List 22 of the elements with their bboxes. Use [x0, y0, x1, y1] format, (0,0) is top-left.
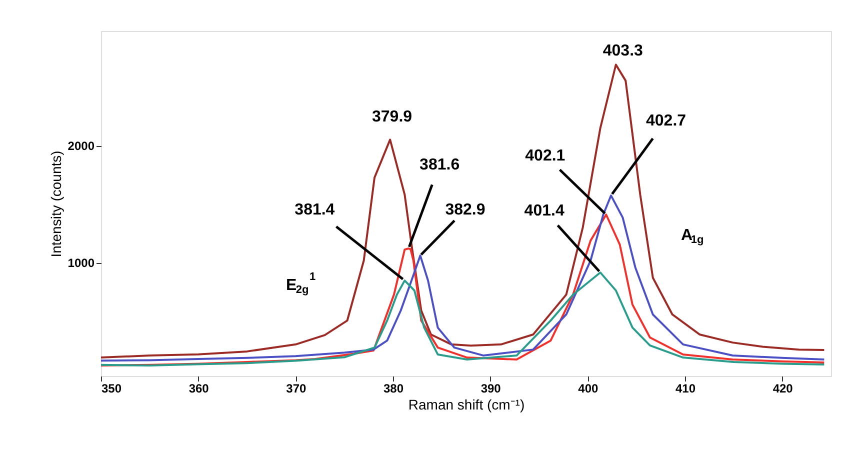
annotation: 382.9: [445, 202, 486, 219]
y-tick-label: 2000: [68, 139, 95, 154]
annotation: 381.6: [420, 156, 460, 174]
annotation: 379.9: [372, 108, 412, 126]
y-tick-label: 1000: [68, 256, 95, 270]
x-axis-title: Raman shift (cm⁻¹): [408, 396, 525, 412]
y-axis-title: Intensity (counts): [48, 150, 64, 258]
x-tick-label: 380: [383, 382, 404, 396]
line-series: [100, 272, 826, 366]
x-tick-label: 350: [102, 382, 122, 396]
line-series: [100, 64, 826, 359]
x-tick-label: 370: [286, 382, 306, 396]
x-tick-label: 420: [772, 382, 794, 396]
x-tick-label: 390: [480, 382, 502, 396]
annotation: 401.4: [524, 202, 564, 220]
annotation: 402.1: [525, 148, 566, 165]
annotation: 381.4: [294, 202, 335, 219]
annotation: 402.7: [646, 112, 686, 130]
x-tick-label: 410: [675, 382, 696, 396]
annotation: 403.3: [602, 42, 644, 60]
x-tick-label: 400: [578, 382, 598, 396]
x-tick-label: 360: [188, 382, 210, 396]
